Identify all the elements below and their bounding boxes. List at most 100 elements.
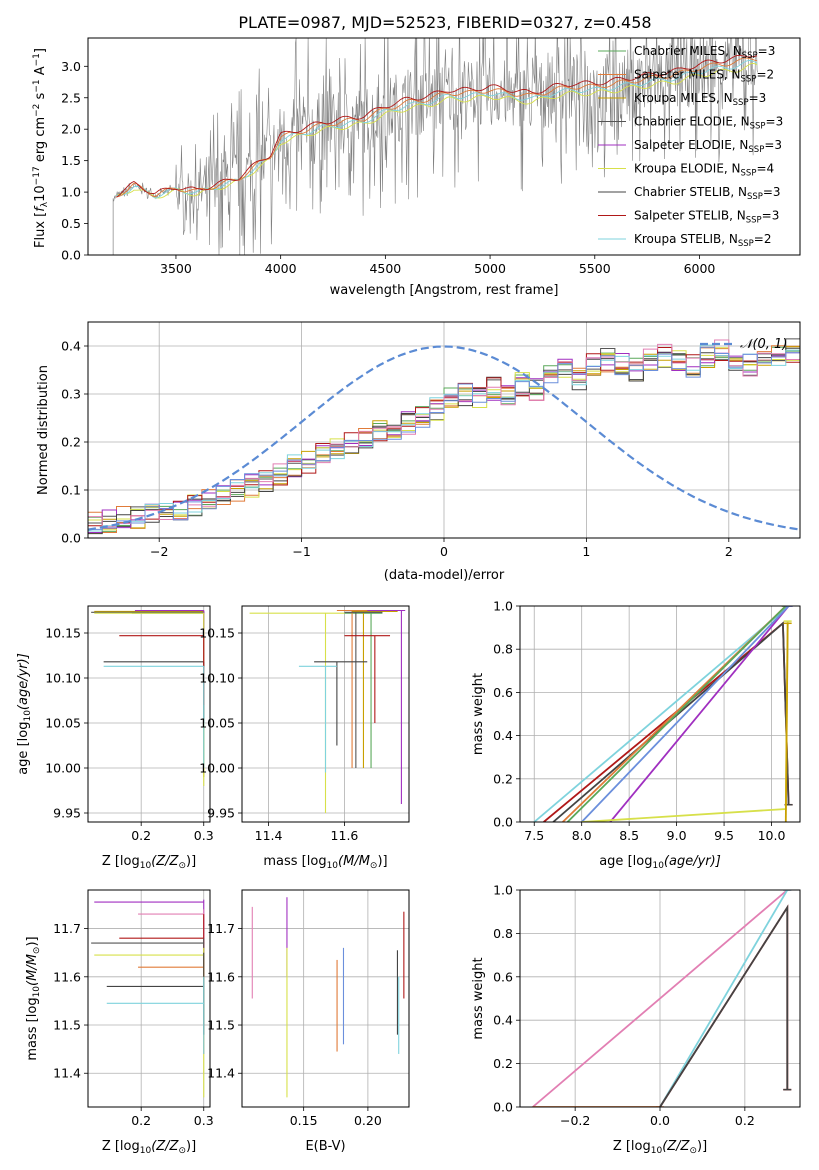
spectrum-model-line: [116, 60, 758, 199]
legend-label-tail: =3: [758, 44, 776, 58]
legend-label-sub: SSP: [741, 169, 757, 179]
normal-curve: [88, 345, 800, 531]
x-axis-label: wavelength [Angstrom, rest frame]: [330, 283, 559, 298]
weight-line: [784, 623, 789, 822]
spectrum-frame: [87, 37, 801, 256]
legend-label: Chabrier ELODIE, NSSP=3: [634, 115, 783, 132]
y-tick-label: 10.15: [45, 626, 81, 641]
x-axis-label: age [log10(age/yr)]: [599, 854, 721, 871]
y-tick-label: 11.5: [53, 1018, 81, 1033]
y-tick-label: 0.8: [493, 642, 513, 657]
legend-label-sub: SSP: [741, 75, 757, 85]
spectrum-data: [113, 38, 759, 255]
x-label-part: )]: [377, 854, 387, 869]
age-vs-mass-panel: 11.4 11.6 9.95 10.00 10.05 10.10 10.15 mass [lo…: [199, 605, 410, 871]
x-label-part: 10: [651, 1146, 663, 1156]
x-axis-label: Z [log10(Z/Z⊙)]: [102, 854, 196, 871]
x-axis-label: mass [log10(M/M⊙)]: [263, 854, 387, 871]
y-tick-label: 0.0: [61, 531, 81, 546]
legend-label: 𝒩(0, 1): [740, 337, 787, 352]
residuals-panel: −2 −1 0 1 2 0.0 0.1 0.2 0.3 0.4 𝒩(0, 1) (data-model…: [36, 321, 801, 583]
y-tick-label: 2.0: [61, 122, 81, 137]
y-label-part: 10: [32, 986, 42, 998]
x-tick-label: 0: [440, 544, 448, 559]
legend-label-tail: =3: [764, 138, 782, 152]
mass-vs-z-plot-area: [91, 899, 205, 1098]
x-label-part: (Z/Z: [151, 854, 179, 869]
legend-label: Salpeter MILES, NSSP=2: [634, 68, 774, 85]
y-label-part: s: [33, 92, 48, 103]
y-tick-label: 0.5: [61, 216, 81, 231]
x-tick-label: 0.2: [131, 1113, 151, 1128]
x-tick-label: 0.3: [194, 828, 214, 843]
legend-label-main: Kroupa ELODIE, N: [634, 162, 741, 176]
x-tick-label: 6000: [684, 261, 716, 276]
legend-label: Kroupa STELIB, NSSP=2: [634, 232, 772, 249]
weight-line: [552, 621, 790, 822]
y-tick-label: 9.95: [207, 806, 235, 821]
x-label-part: 10: [652, 861, 664, 871]
y-tick-label: 10.15: [199, 626, 235, 641]
x-tick-label: 11.6: [331, 828, 359, 843]
mass-vs-ebv-panel: 0.15 0.20 11.4 11.5 11.6 11.7 E(B-V): [207, 889, 410, 1154]
x-tick-label: 4500: [369, 261, 401, 276]
legend-label-tail: =2: [756, 68, 774, 82]
age-vs-z-plot-area: [91, 609, 205, 786]
y-tick-label: 0.0: [493, 815, 513, 830]
legend-label-sub: SSP: [750, 122, 766, 132]
y-tick-label: 0.4: [61, 339, 81, 354]
legend-label-sub: SSP: [733, 98, 749, 108]
x-tick-label: −1: [292, 544, 310, 559]
x-tick-label: 2: [725, 544, 733, 559]
x-tick-label: 7.5: [524, 828, 544, 843]
x-tick-label: 9.0: [667, 828, 687, 843]
x-axis-label: Z [log10(Z/Z⊙)]: [613, 1139, 707, 1156]
x-label-part: Z [log: [613, 1139, 651, 1154]
legend-label-main: Chabrier ELODIE, N: [634, 115, 750, 129]
x-label-part: (Z/Z: [151, 1139, 179, 1154]
y-tick-label: 11.4: [53, 1066, 81, 1081]
x-tick-label: 8.5: [619, 828, 639, 843]
age-vs-z-frame: [87, 605, 211, 823]
weight-line: [533, 606, 790, 822]
weight-vs-age-panel: 7.5 8.0 8.5 9.0 9.5 10.0 0.0 0.2 0.4 0.6 0.8 1.0 age…: [471, 599, 801, 871]
y-label-part: age [log: [16, 722, 31, 775]
legend-label-tail: =4: [756, 162, 774, 176]
x-tick-label: 0.3: [194, 1113, 214, 1128]
x-tick-label: 9.5: [714, 828, 734, 843]
legend-label: Kroupa MILES, NSSP=3: [634, 91, 766, 108]
y-label-part: A: [33, 66, 48, 79]
spectrum-model-line: [116, 62, 758, 199]
legend-label: Chabrier MILES, NSSP=3: [634, 44, 775, 61]
x-label-part: 10: [140, 1146, 152, 1156]
residuals-plot-area: [88, 338, 800, 535]
x-tick-label: −2: [150, 544, 168, 559]
x-label-part: (M/M: [338, 854, 370, 869]
x-tick-label: −0.2: [560, 1113, 590, 1128]
x-label-part: ⊙: [370, 861, 378, 871]
histogram-step: [88, 346, 800, 532]
x-label-part: Z [log: [102, 1139, 140, 1154]
y-label-part: −1: [32, 79, 42, 92]
y-tick-label: 11.4: [207, 1066, 235, 1081]
y-tick-label: 1.5: [61, 153, 81, 168]
x-tick-label: 4000: [265, 261, 297, 276]
y-tick-label: 0.3: [61, 387, 81, 402]
legend-label-sub: SSP: [746, 216, 762, 226]
weight-line: [581, 606, 790, 822]
legend-label-main: Chabrier MILES, N: [634, 44, 742, 58]
x-tick-label: 0.15: [290, 1113, 318, 1128]
x-tick-label: 5500: [579, 261, 611, 276]
x-tick-label: 3500: [160, 261, 192, 276]
x-label-part: (age/yr)]: [664, 854, 721, 869]
y-tick-label: 1.0: [493, 883, 513, 898]
y-label-part: ⊙: [32, 947, 42, 955]
weight-vs-age-plot-area: [533, 606, 793, 822]
y-tick-label: 0.4: [493, 728, 513, 743]
weight-vs-age-frame: [519, 605, 801, 823]
histogram-step: [88, 346, 800, 534]
histogram-step: [88, 347, 800, 531]
y-label-part: ]: [33, 48, 48, 53]
y-tick-label: 10.00: [45, 761, 81, 776]
